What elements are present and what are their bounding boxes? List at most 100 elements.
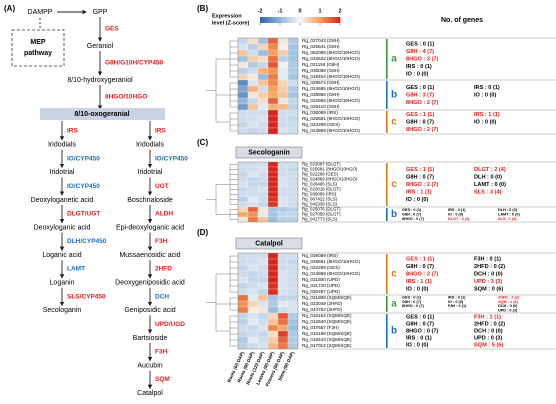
row-label: Rg_036089 (IRS) bbox=[302, 110, 338, 115]
enzyme: DLGT/UGT bbox=[67, 211, 100, 218]
heatmap-cell bbox=[237, 61, 249, 69]
group-letter: b bbox=[391, 90, 397, 101]
gene-count: F3H : 1 (1) bbox=[474, 314, 501, 320]
node: Geniposidic acid bbox=[124, 307, 175, 314]
heatmap-cell bbox=[237, 312, 249, 320]
heatmap-cell bbox=[247, 216, 259, 223]
node: 8/10-oxogeranial bbox=[74, 111, 129, 118]
heatmap-cell bbox=[277, 109, 289, 117]
heatmap-cell bbox=[287, 85, 299, 93]
heatmap-cell bbox=[237, 176, 249, 183]
gene-count: SLS : 3 (4) bbox=[474, 189, 501, 195]
heatmap-cell bbox=[277, 85, 289, 93]
gene-count: SQM : 1 (6) bbox=[498, 300, 519, 304]
gene-count: 8HGO : 0 (7) bbox=[406, 328, 438, 334]
row-label: Rg_025681 (8HGO/10HGO) bbox=[302, 167, 358, 172]
heatmap-cell bbox=[267, 258, 279, 266]
heatmap-cell bbox=[277, 306, 289, 314]
group-bar bbox=[386, 39, 388, 79]
heatmap-cell bbox=[287, 37, 299, 45]
heatmap-cell bbox=[267, 330, 279, 338]
gene-count: DLH : 0 (0) bbox=[474, 174, 502, 180]
node: Iridotrial bbox=[138, 169, 163, 176]
enzyme: UPD/UGD bbox=[155, 321, 185, 328]
gene-count: 2HFD : 0 (2) bbox=[474, 264, 505, 270]
gene-count: IO : 0 (0) bbox=[406, 342, 429, 348]
heatmap-cell bbox=[257, 186, 269, 193]
heatmap-cell bbox=[237, 288, 249, 296]
heatmap-cell bbox=[287, 318, 299, 326]
row-label: Rg_052085 (8HGO/10HGO) bbox=[302, 50, 360, 55]
heatmap-cell bbox=[257, 49, 269, 57]
heatmap-cell bbox=[267, 206, 279, 213]
row-label: Rg_024869 (8HGO/10HGO) bbox=[302, 177, 358, 182]
colorbar-segment bbox=[316, 17, 319, 23]
group-letter: a bbox=[391, 54, 397, 65]
heatmap-cell bbox=[287, 330, 299, 338]
heatmap-cell bbox=[257, 121, 269, 129]
heatmap-cell bbox=[287, 161, 299, 168]
heatmap-cell bbox=[257, 342, 269, 350]
gene-count: GES : 1 (1) bbox=[406, 112, 434, 118]
colorbar-segment bbox=[262, 17, 265, 23]
node: Secologanin bbox=[43, 307, 82, 314]
heatmap-cell bbox=[257, 85, 269, 93]
colorbar-segment bbox=[326, 17, 329, 23]
heatmap-cell bbox=[287, 258, 299, 266]
colorbar-title: level (Z-score) bbox=[212, 20, 249, 26]
gene-count: G8H : 0 (7) bbox=[402, 300, 422, 304]
node-box bbox=[40, 108, 165, 120]
colorbar-segment bbox=[274, 17, 277, 23]
heatmap-cell bbox=[287, 181, 299, 188]
heatmap-cell bbox=[257, 176, 269, 183]
gene-count: LAMT : 0 (0) bbox=[474, 182, 506, 188]
heatmap-cell bbox=[267, 176, 279, 183]
colorbar-segment bbox=[304, 17, 307, 23]
heatmap-cell bbox=[277, 252, 289, 260]
heatmap-cell bbox=[287, 127, 299, 135]
gene-count: IRS : 1 (1) bbox=[406, 279, 432, 285]
heatmap-cell bbox=[237, 342, 249, 350]
row-label: Rg_022299 (GES) bbox=[302, 172, 339, 177]
heatmap-cell bbox=[267, 252, 279, 260]
heatmap-cell bbox=[237, 258, 249, 266]
heatmap-cell bbox=[247, 79, 259, 87]
heatmap-cell bbox=[237, 43, 249, 51]
heatmap-cell bbox=[277, 270, 289, 278]
heatmap-cell bbox=[237, 264, 249, 272]
heatmap-cell bbox=[277, 288, 289, 296]
group-letter: c bbox=[391, 269, 397, 280]
gene-count: IO : 0 (0) bbox=[474, 92, 497, 98]
group-bar bbox=[386, 163, 388, 206]
heatmap-cell bbox=[287, 270, 299, 278]
heatmap-cell bbox=[287, 342, 299, 350]
heatmap-cell bbox=[277, 127, 289, 135]
heatmap-cell bbox=[267, 191, 279, 198]
heatmap-cell bbox=[237, 216, 249, 223]
gene-count: DLH : 0 (0) bbox=[498, 208, 518, 212]
heatmap-cell bbox=[247, 161, 259, 168]
heatmap-cell bbox=[237, 206, 249, 213]
heatmap-cell bbox=[247, 127, 259, 135]
heatmap-cell bbox=[287, 97, 299, 105]
heatmap-cell bbox=[247, 312, 259, 320]
group-bar bbox=[386, 81, 388, 109]
heatmap-cell bbox=[277, 73, 289, 81]
heatmap-cell bbox=[237, 324, 249, 332]
node: Aucubin bbox=[137, 362, 162, 369]
colorbar-segment bbox=[324, 17, 327, 23]
gene-count: IO : 0 (0) bbox=[474, 119, 497, 125]
row-label: Rg_038956 (G8H) bbox=[302, 92, 340, 97]
colorbar-segment bbox=[286, 17, 289, 23]
heatmap-cell bbox=[237, 318, 249, 326]
gene-count: IRS : 0 (1) bbox=[406, 64, 432, 70]
panel-title-box bbox=[235, 146, 303, 159]
colorbar-segment bbox=[264, 17, 267, 23]
gene-count: DLGT : 2 (4) bbox=[474, 167, 506, 173]
group-letter: a bbox=[391, 299, 397, 310]
heatmap-cell bbox=[267, 67, 279, 75]
row-label: Rg_031720 (UPD) bbox=[302, 283, 340, 288]
heatmap-cell bbox=[267, 43, 279, 51]
colorbar-segment bbox=[338, 17, 341, 23]
node: Catalpol bbox=[137, 390, 163, 397]
